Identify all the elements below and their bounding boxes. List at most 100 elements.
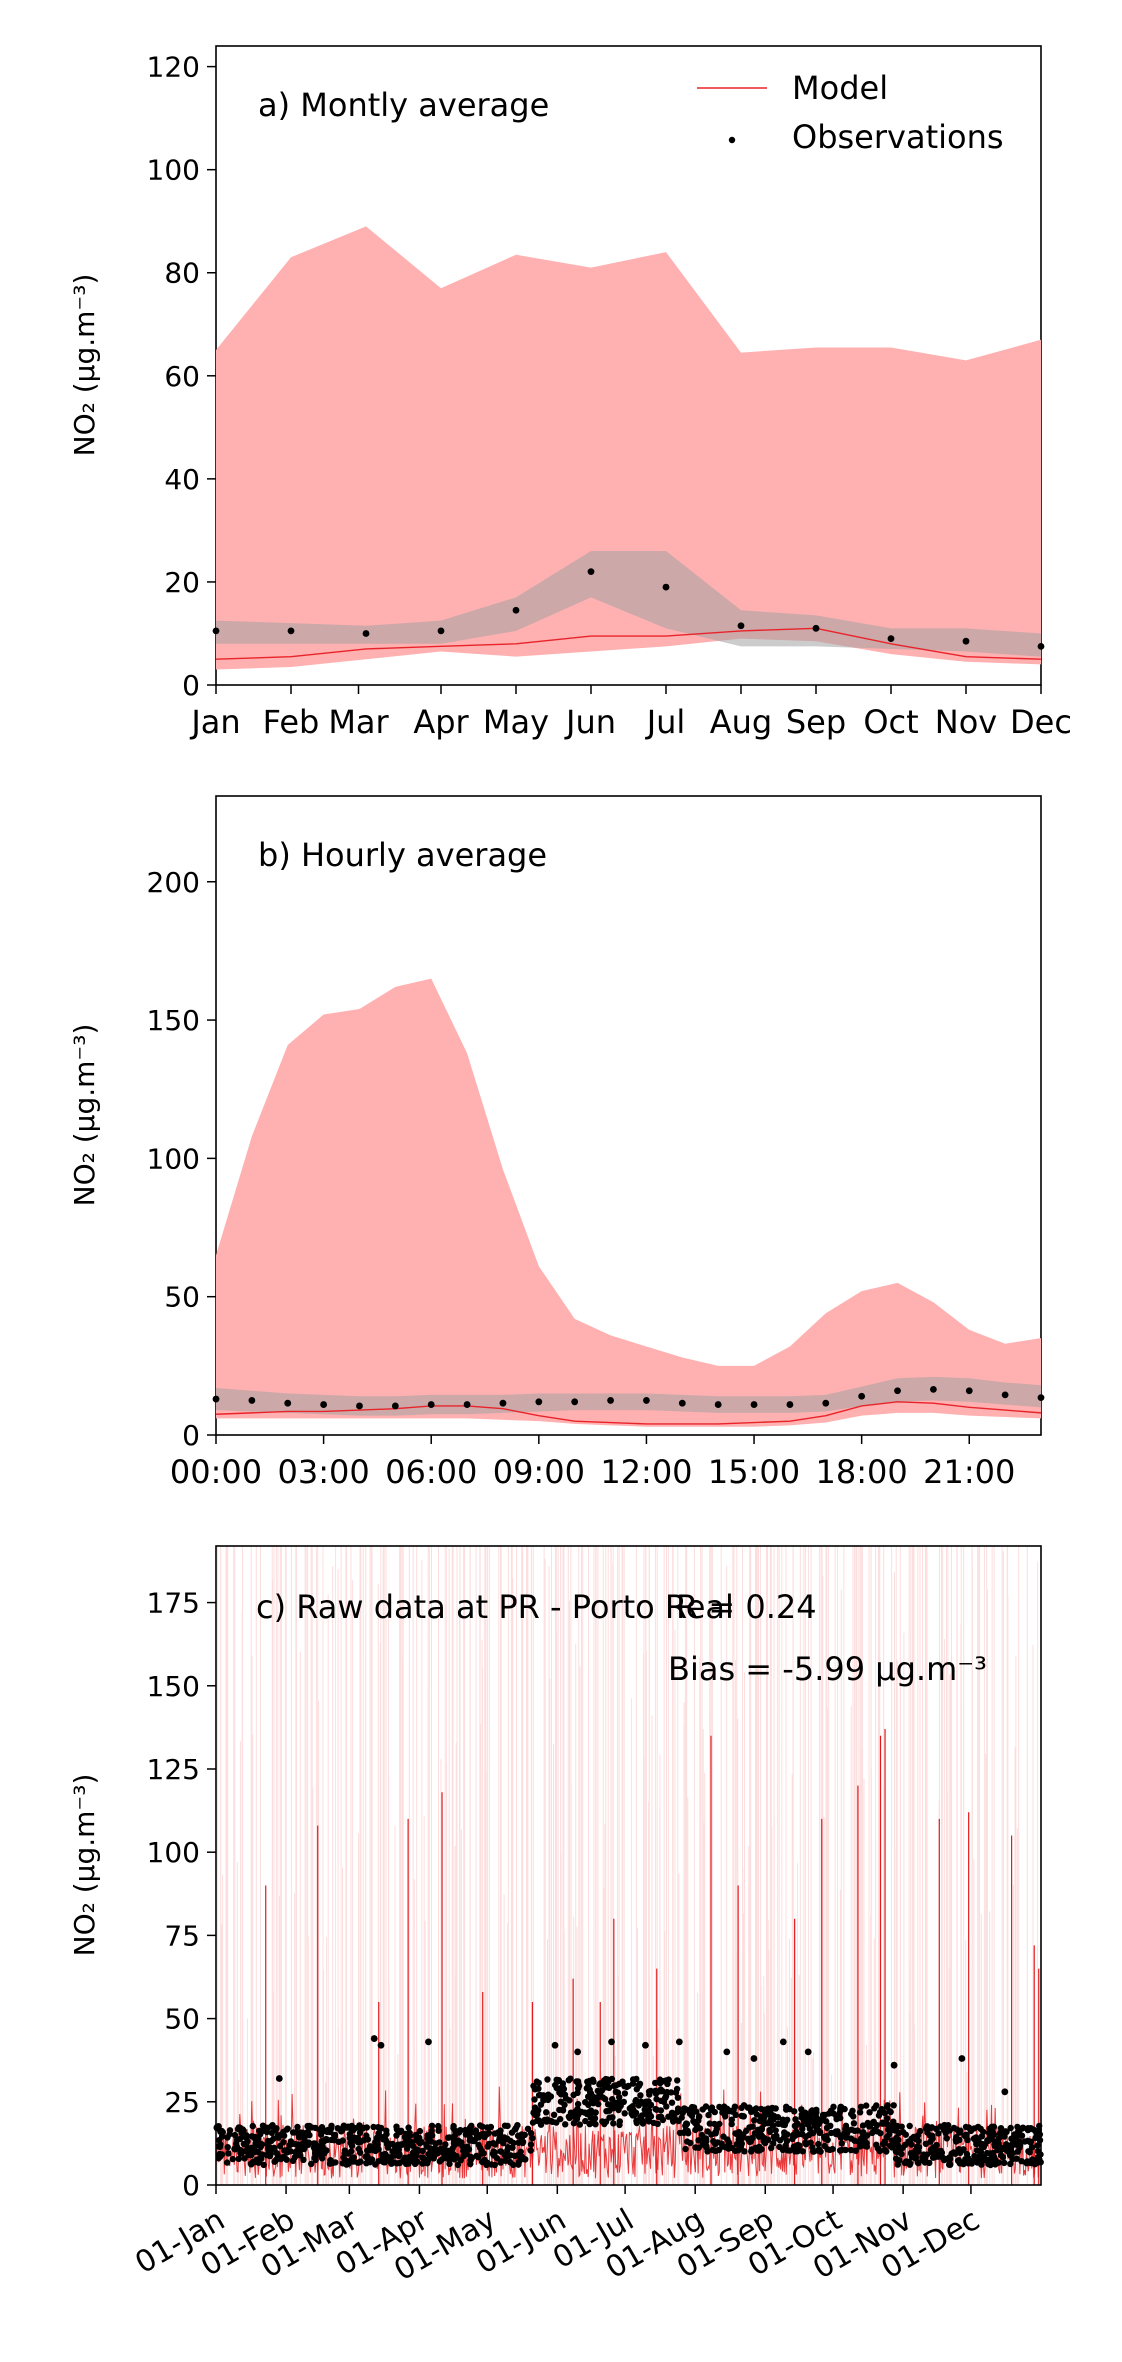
monthly-panel: Jan Feb Mar Apr May Jun Jul Aug Sep Oct Nov Dec 0 20 4… <box>68 45 1072 741</box>
obs-point <box>449 2145 456 2152</box>
obs-point <box>427 1401 435 1408</box>
obs-point <box>841 2105 848 2113</box>
obs-point <box>451 2156 458 2163</box>
obs-point <box>871 2105 878 2112</box>
obs-point <box>318 2142 326 2149</box>
obs-point <box>980 2128 987 2136</box>
obs-point <box>682 2121 690 2129</box>
obs-point <box>601 2120 608 2128</box>
obs-point <box>584 2078 591 2085</box>
x-tick-label: Jul <box>645 703 686 741</box>
obs-point <box>296 2147 304 2154</box>
obs-point <box>243 2132 250 2139</box>
obs-point <box>446 2134 453 2141</box>
obs-point <box>665 2076 672 2083</box>
obs-point <box>690 2118 697 2125</box>
obs-point <box>607 1397 614 1404</box>
obs-point <box>928 2124 936 2131</box>
obs-point <box>390 2151 398 2158</box>
obs-point <box>244 2138 251 2145</box>
obs-point <box>541 2116 548 2124</box>
obs-point <box>704 2128 711 2135</box>
x-tick-label: 12:00 <box>600 1453 692 1491</box>
obs-peak <box>723 2048 731 2056</box>
obs-point <box>272 2126 279 2134</box>
y-tick-label: 40 <box>164 463 200 496</box>
obs-point <box>633 2086 640 2093</box>
raw-panel: 01-Jan01-Feb01-Mar01-Apr01-May01-Jun01-J… <box>68 1545 1044 2288</box>
obs-point <box>632 2109 640 2117</box>
obs-point <box>682 2145 689 2153</box>
obs-point <box>413 2158 421 2165</box>
obs-point <box>910 2133 917 2141</box>
obs-point <box>856 2143 864 2150</box>
obs-point <box>215 2137 223 2144</box>
obs-point <box>900 2129 907 2136</box>
obs-point <box>510 2161 517 2168</box>
obs-point <box>571 1398 579 1406</box>
obs-point <box>636 2080 644 2087</box>
obs-point <box>287 627 295 635</box>
obs-peak <box>574 2048 582 2056</box>
obs-point <box>493 2155 501 2162</box>
obs-point <box>780 2134 788 2141</box>
obs-point <box>978 2161 985 2168</box>
obs-point <box>231 2131 239 2139</box>
obs-point <box>718 2105 726 2113</box>
obs-point <box>857 2103 865 2110</box>
obs-point <box>682 2127 689 2135</box>
obs-point <box>541 2093 548 2100</box>
obs-point <box>573 2078 580 2085</box>
obs-point <box>663 2088 671 2096</box>
obs-point <box>748 2148 755 2155</box>
obs-point <box>518 2131 525 2138</box>
obs-point <box>724 2136 731 2143</box>
obs-point <box>755 2133 763 2140</box>
model-line <box>215 1401 1042 1425</box>
obs-point <box>893 2135 900 2142</box>
obs-point <box>343 2161 350 2168</box>
obs-point <box>986 2159 994 2167</box>
obs-point <box>965 2155 972 2162</box>
obs-point <box>295 2134 303 2141</box>
obs-point <box>1014 2123 1021 2131</box>
obs-point <box>279 2154 286 2161</box>
obs-point <box>854 2127 861 2134</box>
obs-point <box>423 2143 431 2150</box>
obs-point <box>820 2116 827 2123</box>
obs-point <box>327 2157 334 2164</box>
obs-point <box>312 2156 319 2164</box>
x-tick-label: 09:00 <box>493 1453 585 1491</box>
obs-point <box>875 2145 882 2153</box>
obs-point <box>485 2129 493 2137</box>
y-tick-label: 0 <box>182 669 200 702</box>
obs-point <box>967 2126 974 2133</box>
obs-point <box>589 2076 596 2083</box>
obs-point <box>328 2122 335 2129</box>
obs-point <box>921 2159 929 2166</box>
obs-point <box>932 2153 939 2161</box>
obs-point <box>446 2160 453 2168</box>
y-tick-label: 50 <box>164 1281 200 1314</box>
obs-peak <box>425 2038 432 2046</box>
raw-title: c) Raw data at PR - Porto Real <box>256 1588 734 1626</box>
obs-point <box>747 2138 754 2145</box>
obs-point <box>537 2101 545 2108</box>
obs-point <box>738 2104 745 2111</box>
x-tick-label: 00:00 <box>170 1453 262 1491</box>
obs-point <box>927 2138 934 2145</box>
obs-point <box>324 2136 331 2143</box>
hourly-ticks: 00:00 03:00 06:00 09:00 12:00 15:00 18:00 21:00… <box>147 866 1016 1491</box>
obs-point <box>468 2122 475 2129</box>
obs-point <box>800 2116 807 2123</box>
obs-point <box>805 2131 813 2139</box>
obs-point <box>377 2124 385 2132</box>
obs-point <box>359 2125 366 2132</box>
x-tick-label: Aug <box>710 703 772 741</box>
obs-point <box>350 2158 357 2165</box>
obs-point <box>764 2105 772 2112</box>
obs-point <box>836 2147 844 2154</box>
obs-point <box>464 2143 471 2150</box>
obs-point <box>725 2145 732 2152</box>
obs-point <box>518 2153 525 2160</box>
